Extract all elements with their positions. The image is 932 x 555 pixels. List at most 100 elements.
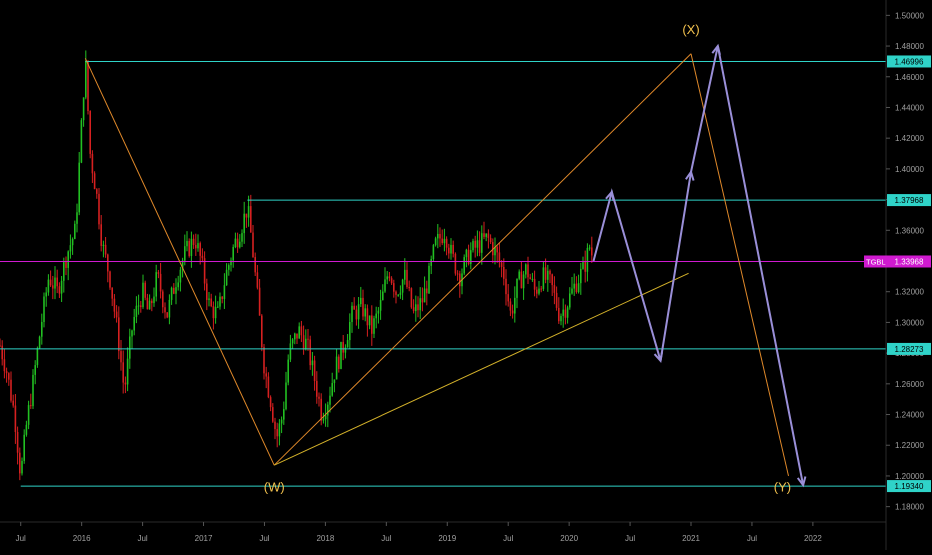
candle-body — [96, 189, 98, 194]
labels-layer: 1.46996 1.37968 1.28273 1.19340 TGBL 1.33968 (… — [264, 22, 931, 494]
candle-body — [368, 315, 371, 326]
wave-label: (W) — [264, 479, 285, 494]
candle-body — [241, 233, 243, 242]
candle-body — [118, 317, 120, 352]
y-tick-label: 1.46000 — [895, 73, 924, 82]
candle-body — [309, 339, 311, 366]
candle-body — [349, 322, 351, 341]
candle-body — [135, 305, 138, 317]
candle-body — [470, 250, 472, 265]
candle-body — [188, 240, 190, 256]
candle-body — [102, 244, 105, 246]
price-level-tag-label: 1.37968 — [895, 196, 924, 205]
candle-body — [538, 288, 540, 294]
candle-body — [122, 362, 124, 383]
candle-body — [256, 272, 259, 288]
candle-body — [476, 240, 479, 248]
candle-body — [514, 297, 516, 314]
y-tick-label: 1.36000 — [895, 226, 924, 235]
candle-body — [252, 232, 254, 258]
candle-body — [239, 241, 241, 248]
candle-body — [300, 326, 303, 336]
x-tick-label: 2022 — [804, 534, 822, 543]
candle-body — [146, 297, 149, 310]
candle-body — [283, 409, 285, 420]
candle-body — [54, 277, 56, 289]
projection-layer — [592, 43, 807, 488]
price-level-tag[interactable] — [887, 194, 931, 207]
candle-body — [544, 267, 547, 280]
candle-body — [551, 274, 553, 286]
candle-body — [366, 308, 369, 326]
candle-body — [124, 382, 127, 385]
projection-path[interactable] — [592, 45, 805, 486]
candle-body — [456, 273, 459, 275]
candle-body — [357, 304, 360, 320]
price-level-tag[interactable] — [887, 55, 931, 68]
candle-body — [591, 247, 593, 256]
wave-trend-line[interactable] — [690, 53, 789, 477]
candle-body — [503, 266, 505, 279]
candle-body — [142, 282, 144, 307]
candle-body — [393, 283, 395, 292]
candle-body — [56, 277, 58, 287]
candle-body — [159, 273, 162, 292]
candle-body — [206, 283, 208, 300]
current-price-value: 1.33968 — [895, 257, 924, 266]
price-level-tag[interactable] — [887, 480, 931, 493]
candle-body — [5, 371, 8, 374]
x-tick-label: Jul — [625, 534, 635, 543]
candles-layer — [0, 50, 593, 481]
candle-body — [137, 305, 140, 307]
candle-body — [483, 233, 485, 237]
candle-body — [434, 238, 437, 246]
candle-body — [465, 249, 468, 258]
y-tick-label: 1.44000 — [895, 103, 924, 112]
y-tick-label: 1.24000 — [895, 411, 924, 420]
candle-body — [87, 60, 89, 112]
candle-body — [47, 279, 50, 293]
candle-body — [190, 238, 193, 256]
candle-body — [173, 287, 175, 294]
candle-body — [219, 296, 221, 307]
candle-body — [247, 206, 250, 218]
candle-body — [320, 398, 322, 421]
candle-body — [16, 432, 19, 453]
wave-trend-line[interactable] — [84, 58, 275, 466]
x-tick-label: Jul — [503, 534, 513, 543]
candle-body — [566, 307, 569, 318]
candle-body — [32, 374, 34, 407]
wave-trend-line[interactable] — [273, 272, 689, 466]
candle-body — [531, 278, 534, 280]
candle-body — [307, 338, 309, 340]
current-price-ticker: TGBL — [866, 257, 886, 266]
candle-body — [104, 244, 107, 255]
candle-body — [496, 247, 498, 253]
candle-body — [43, 296, 45, 323]
y-tick-label: 1.22000 — [895, 441, 924, 450]
candle-body — [454, 253, 457, 274]
candle-body — [280, 419, 283, 424]
candle-body — [298, 326, 300, 339]
candle-body — [291, 339, 294, 344]
candle-body — [511, 310, 514, 314]
candle-body — [560, 315, 562, 322]
x-tick-label: Jul — [259, 534, 269, 543]
candle-body — [278, 423, 281, 437]
price-level-tag[interactable] — [887, 342, 931, 355]
candle-body — [71, 238, 74, 246]
current-price-tag[interactable] — [864, 255, 931, 268]
candle-body — [586, 247, 589, 272]
wave-trend-line[interactable] — [273, 53, 692, 466]
x-tick-label: 2019 — [438, 534, 456, 543]
candle-body — [212, 306, 215, 319]
candle-body — [274, 421, 276, 430]
candle-body — [27, 405, 30, 425]
candle-body — [19, 452, 21, 474]
candle-body — [553, 285, 556, 293]
candle-body — [76, 212, 78, 224]
candle-body — [439, 233, 441, 239]
price-level-tag-label: 1.46996 — [895, 57, 924, 66]
